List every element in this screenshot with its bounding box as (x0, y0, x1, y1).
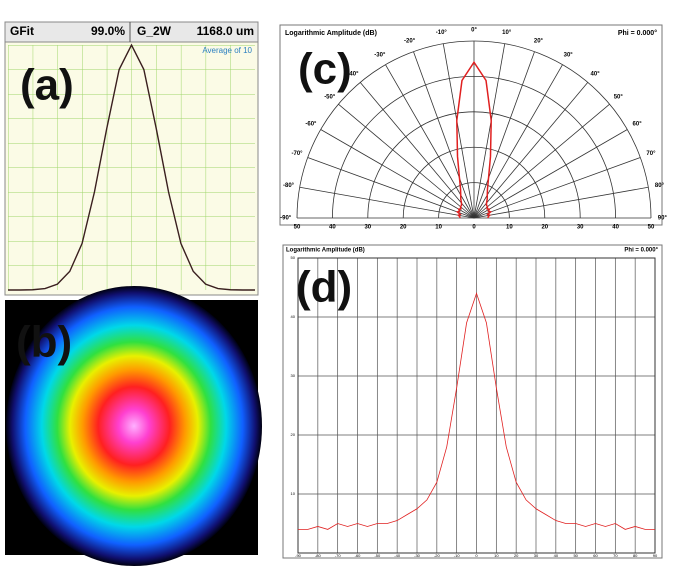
data-line (298, 292, 655, 530)
y-tick-label: 50 (291, 255, 296, 260)
x-tick-label: 20 (514, 553, 519, 558)
x-tick-label: 80 (633, 553, 638, 558)
chart-title: Logarithmic Amplitude (dB) (285, 30, 377, 37)
y-tick-label: 30 (291, 373, 296, 378)
panel-d (282, 244, 663, 559)
x-tick-label: 90 (653, 553, 658, 558)
grid-spoke (473, 51, 535, 219)
grid-spoke (307, 157, 475, 219)
grid-spoke (473, 43, 506, 219)
note: Average of 10 (202, 46, 252, 55)
beam-profile (6, 286, 262, 566)
grid-spoke (413, 51, 475, 219)
chart-subtitle: Phi = 0.000° (618, 29, 657, 37)
r-tick-label: 40 (329, 225, 336, 231)
r-tick-label: 30 (577, 225, 584, 231)
grid-spoke (473, 82, 589, 219)
x-tick-label: -40 (394, 553, 401, 558)
data-line (455, 60, 493, 219)
x-tick-label: 30 (534, 553, 539, 558)
angle-label: -40° (347, 71, 359, 77)
r-tick-label: 30 (364, 225, 371, 231)
grid-spoke (473, 129, 628, 219)
grid-spoke (473, 64, 563, 219)
x-tick-label: 40 (554, 553, 559, 558)
header-text: 1168.0 um (197, 24, 254, 38)
panel-label: (c) (298, 45, 352, 94)
r-tick-label: 50 (648, 225, 655, 231)
angle-label: -70° (291, 151, 303, 157)
x-tick-label: -10 (454, 553, 461, 558)
grid-spoke (385, 64, 475, 219)
x-tick-label: 10 (494, 553, 499, 558)
angle-label: 0° (471, 27, 477, 33)
grid-spoke (473, 103, 610, 219)
angle-label: -20° (404, 39, 416, 45)
r-tick-label: 10 (435, 225, 442, 231)
x-tick-label: 50 (573, 553, 578, 558)
grid-spoke (299, 186, 475, 219)
grid-spoke (338, 103, 475, 219)
grid-spoke (442, 43, 475, 219)
grid (8, 45, 255, 290)
x-tick-label: -70 (335, 553, 342, 558)
angle-label: -50° (324, 95, 336, 101)
y-tick-label: 20 (291, 432, 296, 437)
r-tick-label: 20 (541, 225, 548, 231)
y-tick-label: 40 (291, 314, 296, 319)
x-tick-label: 0 (475, 553, 478, 558)
chart-title: Logarithmic Amplitude (dB) (286, 248, 365, 254)
header-text: G_2W (137, 24, 172, 38)
grid-spoke (320, 129, 475, 219)
angle-label: 10° (502, 30, 512, 36)
panel-label: (b) (16, 318, 72, 367)
panel-c (279, 24, 663, 226)
x-tick-label: -90 (295, 553, 302, 558)
angle-label: 80° (655, 183, 665, 189)
angle-label: -80° (283, 183, 295, 189)
x-tick-label: -60 (355, 553, 362, 558)
angle-label: 30° (564, 52, 574, 58)
panel-label: (a) (20, 61, 74, 110)
panel-label: (d) (296, 263, 352, 312)
x-tick-label: -50 (374, 553, 381, 558)
x-tick-label: -30 (414, 553, 421, 558)
grid-spoke (473, 186, 649, 219)
angle-label: 90° (658, 216, 668, 222)
chart-subtitle: Phi = 0.000° (624, 248, 658, 254)
angle-label: -30° (374, 52, 386, 58)
plot-frame (297, 257, 656, 554)
header-text: 99.0% (91, 24, 125, 38)
angle-label: 40° (591, 71, 601, 77)
r-tick-label: 0 (472, 225, 476, 231)
x-tick-label: 60 (593, 553, 598, 558)
y-tick-label: 10 (291, 491, 296, 496)
angle-label: 50° (614, 95, 624, 101)
angle-label: 20° (534, 39, 544, 45)
header-bar (4, 21, 259, 43)
angle-label: -10° (436, 30, 448, 36)
angle-label: -90° (280, 216, 292, 222)
r-tick-label: 20 (400, 225, 407, 231)
r-tick-label: 10 (506, 225, 513, 231)
x-tick-label: -80 (315, 553, 322, 558)
angle-label: 70° (646, 151, 656, 157)
grid-spoke (473, 157, 641, 219)
plots: Logarithmic Amplitude (dB) Phi = 0.000° 0 1… (8, 27, 667, 558)
angle-label: 60° (633, 121, 643, 127)
data-line (8, 43, 255, 291)
angle-label: -60° (305, 121, 317, 127)
x-tick-label: -20 (434, 553, 441, 558)
grid-spoke (359, 82, 475, 219)
x-tick-label: 70 (613, 553, 618, 558)
header-text: GFit (10, 24, 34, 38)
r-tick-label: 50 (294, 225, 301, 231)
r-tick-label: 40 (612, 225, 619, 231)
